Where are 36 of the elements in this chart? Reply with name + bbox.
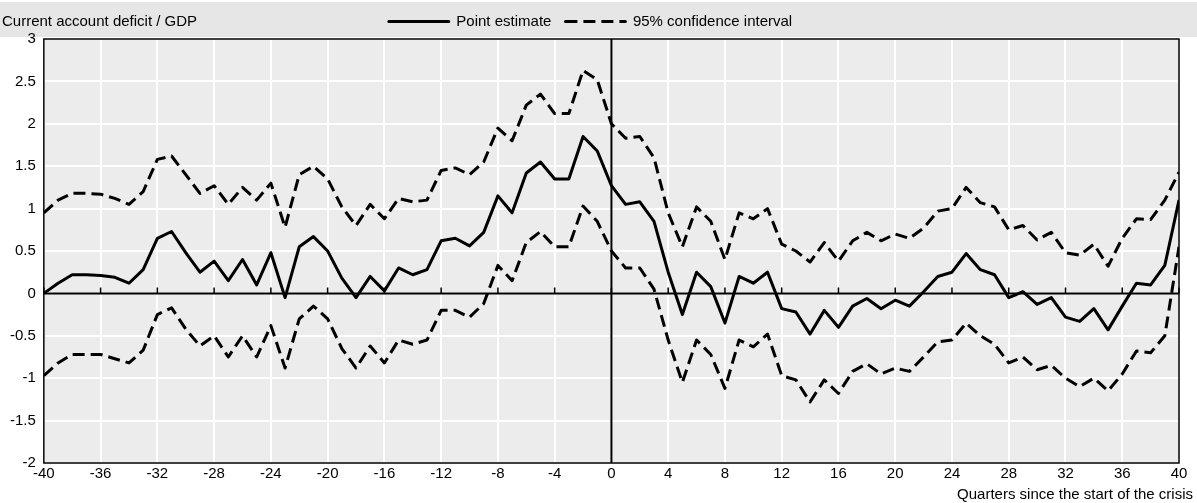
- x-tick-label: -4: [547, 464, 562, 482]
- x-tick-label: -16: [373, 464, 396, 482]
- y-tick-label: -1: [22, 368, 36, 386]
- y-tick-label: -0.5: [9, 325, 36, 343]
- x-tick-label: 28: [1000, 464, 1018, 482]
- y-axis-title: Current account deficit / GDP: [2, 11, 198, 29]
- y-tick-label: 2.5: [14, 71, 36, 89]
- x-tick-label: 12: [773, 464, 791, 482]
- y-tick-label: 1: [27, 198, 36, 216]
- x-tick-label: 36: [1113, 464, 1131, 482]
- x-tick-label: 8: [720, 464, 730, 482]
- x-tick-label: -8: [491, 464, 505, 482]
- legend-label: Point estimate: [456, 11, 552, 29]
- x-tick-label: 20: [886, 464, 904, 482]
- y-tick-label: 2: [27, 113, 36, 131]
- legend-label: 95% confidence interval: [632, 11, 793, 29]
- x-tick-label: -12: [430, 464, 452, 482]
- x-tick-label: -20: [316, 464, 339, 482]
- y-tick-label: -1.5: [9, 410, 36, 428]
- y-tick-label: 0.5: [14, 241, 36, 259]
- x-tick-label: -40: [33, 464, 55, 482]
- x-tick-label: -24: [260, 464, 282, 482]
- x-tick-label: -28: [203, 464, 225, 482]
- x-tick-label: 24: [943, 464, 961, 482]
- y-tick-label: -2: [22, 453, 36, 471]
- x-tick-label: 32: [1057, 464, 1074, 482]
- y-tick-label: 0: [27, 283, 36, 301]
- x-tick-label: -32: [146, 464, 169, 482]
- x-tick-label: 40: [1170, 464, 1188, 482]
- y-tick-label: 1.5: [14, 156, 36, 174]
- x-axis-title: Quarters since the start of the crisis: [957, 484, 1193, 502]
- x-tick-label: 16: [830, 464, 847, 482]
- y-tick-label: 3: [27, 29, 36, 47]
- x-tick-label: 0: [607, 464, 616, 482]
- x-tick-label: -36: [89, 464, 112, 482]
- x-tick-label: 4: [664, 464, 673, 482]
